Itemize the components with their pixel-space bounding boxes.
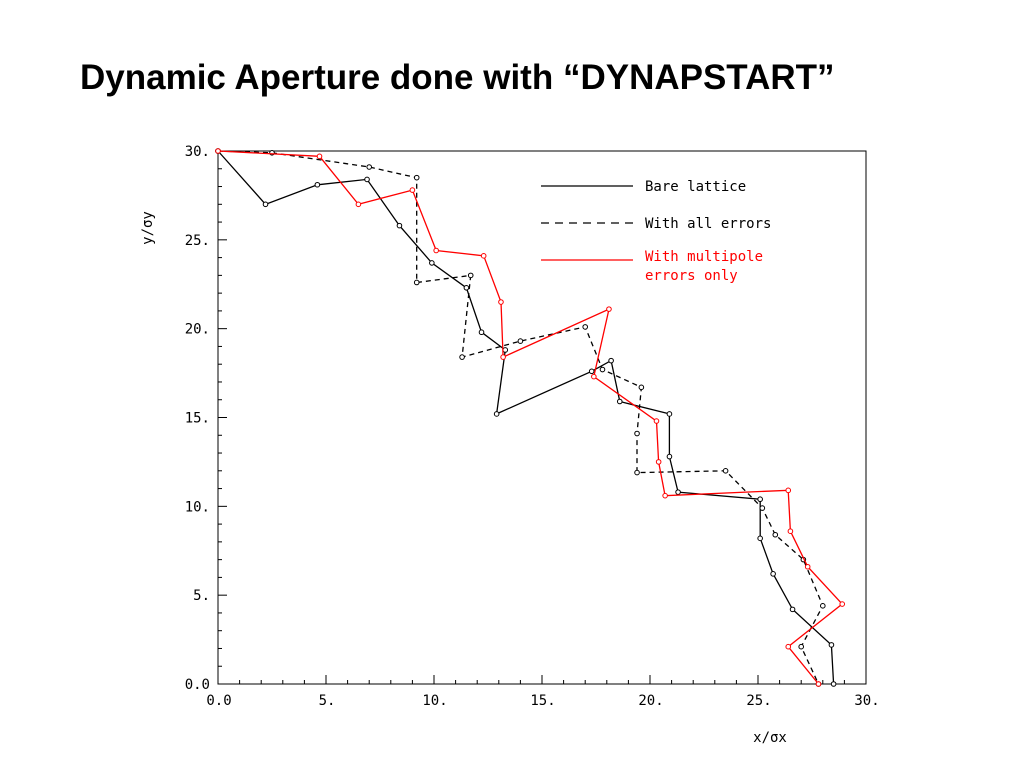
data-point bbox=[588, 368, 595, 375]
slide-title: Dynamic Aperture done with “DYNAPSTART” bbox=[80, 58, 835, 97]
data-point bbox=[839, 601, 846, 607]
data-point bbox=[616, 398, 623, 405]
series-line bbox=[217, 150, 835, 685]
x-tick-label: 15. bbox=[530, 693, 555, 709]
series-layer bbox=[215, 148, 846, 687]
data-point bbox=[666, 411, 673, 417]
data-point bbox=[798, 643, 805, 650]
x-tick-label: 25. bbox=[746, 693, 771, 709]
data-point bbox=[500, 354, 506, 360]
data-point bbox=[757, 535, 763, 542]
data-point bbox=[463, 285, 470, 291]
data-point bbox=[820, 603, 826, 609]
y-tick-label: 5. bbox=[193, 588, 210, 604]
x-tick-label: 30. bbox=[854, 693, 879, 709]
data-point bbox=[638, 384, 645, 391]
data-point bbox=[830, 681, 837, 687]
data-point bbox=[355, 201, 362, 208]
data-point bbox=[634, 430, 640, 437]
legend-label: errors only bbox=[645, 268, 738, 284]
x-tick-label: 5. bbox=[319, 693, 336, 709]
data-point bbox=[608, 357, 614, 364]
legend: Bare lattice With all errors With multipol… bbox=[541, 179, 771, 284]
data-point bbox=[722, 468, 729, 474]
x-tick-label: 10. bbox=[422, 693, 447, 709]
data-point bbox=[634, 469, 640, 476]
data-point bbox=[493, 411, 500, 417]
data-point bbox=[666, 453, 673, 460]
legend-label: With multipole bbox=[645, 249, 763, 265]
data-point bbox=[804, 563, 811, 570]
data-point bbox=[789, 606, 796, 613]
y-tick-label: 15. bbox=[185, 411, 210, 427]
y-tick-label: 20. bbox=[185, 322, 210, 338]
data-point bbox=[498, 299, 504, 305]
data-point bbox=[413, 279, 420, 286]
y-axis-label: y/σy bbox=[140, 211, 156, 245]
data-point bbox=[478, 329, 485, 336]
data-point bbox=[433, 247, 439, 254]
data-point bbox=[757, 496, 763, 503]
data-point bbox=[502, 347, 509, 353]
data-point bbox=[429, 260, 435, 266]
data-point bbox=[262, 201, 269, 208]
data-point bbox=[413, 174, 420, 181]
data-point bbox=[815, 681, 822, 687]
y-tick-label: 10. bbox=[185, 499, 210, 515]
x-tick-label: 0.0 bbox=[206, 693, 231, 709]
data-point bbox=[314, 181, 321, 188]
data-point bbox=[396, 222, 403, 229]
y-tick-label: 25. bbox=[185, 233, 210, 249]
data-point bbox=[517, 338, 524, 344]
data-point bbox=[787, 528, 794, 535]
axes-layer: 0.0 5. 10. 15. 20. 25. 30. 0.0 5. 10. 15. 20. 25. 30.… bbox=[140, 144, 880, 746]
series-3 bbox=[215, 148, 846, 687]
data-point bbox=[662, 492, 668, 499]
data-point bbox=[772, 531, 779, 538]
series-1 bbox=[215, 148, 837, 687]
data-point bbox=[770, 571, 776, 577]
series-line bbox=[217, 150, 824, 685]
data-point bbox=[785, 643, 792, 650]
legend-label: Bare lattice bbox=[645, 179, 746, 195]
data-point bbox=[785, 487, 792, 494]
data-point bbox=[591, 373, 597, 380]
data-point bbox=[316, 153, 323, 160]
data-point bbox=[467, 272, 474, 279]
data-point bbox=[364, 176, 370, 183]
data-point bbox=[655, 459, 662, 465]
data-point bbox=[675, 489, 681, 495]
y-tick-label: 0.0 bbox=[185, 677, 210, 693]
data-point bbox=[582, 324, 589, 330]
data-point bbox=[828, 642, 835, 648]
data-point bbox=[459, 354, 465, 360]
x-axis-label: x/σx bbox=[753, 730, 787, 746]
data-point bbox=[409, 187, 416, 193]
y-tick-label: 30. bbox=[185, 144, 210, 160]
data-point bbox=[480, 253, 487, 259]
data-point bbox=[606, 306, 612, 312]
data-point bbox=[759, 505, 766, 511]
data-point bbox=[215, 148, 221, 154]
data-point bbox=[366, 164, 373, 170]
data-point bbox=[599, 366, 606, 373]
legend-label: With all errors bbox=[645, 216, 771, 232]
data-point bbox=[653, 418, 660, 424]
x-tick-label: 20. bbox=[638, 693, 663, 709]
